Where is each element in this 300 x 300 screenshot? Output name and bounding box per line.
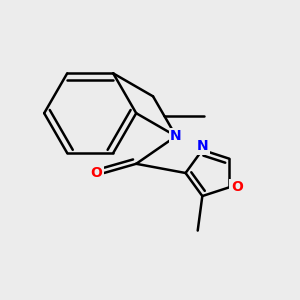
Text: N: N — [196, 139, 208, 153]
Text: O: O — [231, 180, 243, 194]
Text: O: O — [91, 166, 103, 180]
Text: N: N — [170, 129, 182, 143]
